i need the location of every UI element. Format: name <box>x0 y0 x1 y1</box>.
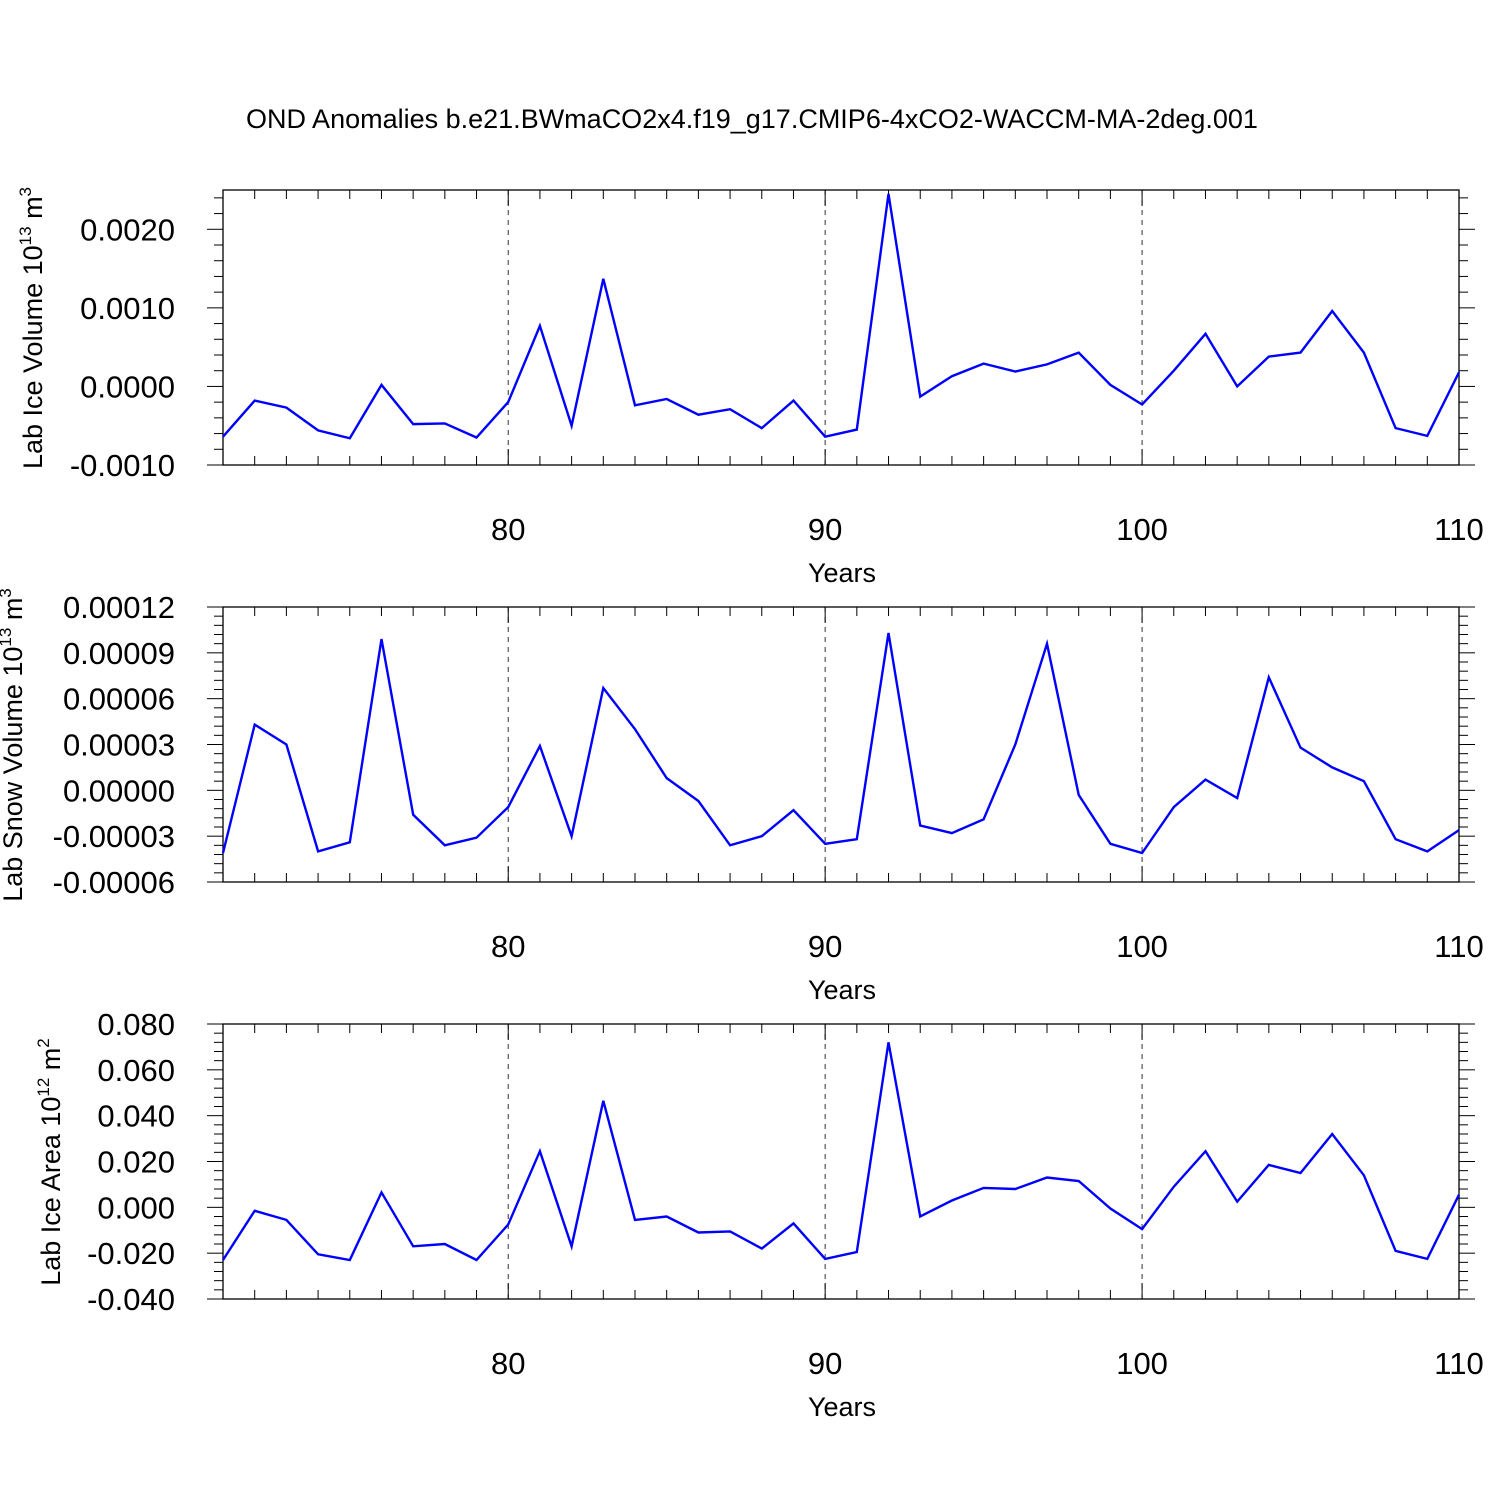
snow-volume-plot-frame <box>222 606 1460 883</box>
ice-area-plot-frame <box>222 1023 1460 1300</box>
ice-volume-y-tick-label: 0.0010 <box>80 291 175 326</box>
panel-ice-volume-x-axis-label: Years <box>808 558 876 588</box>
ice-area-y-tick-label: 0.020 <box>97 1145 175 1180</box>
ice-area-y-tick-label: -0.020 <box>87 1236 175 1271</box>
y-label-superscript-2: 3 <box>16 187 35 196</box>
ice-area-series-line <box>221 1042 1461 1262</box>
y-label-unit: m <box>0 598 28 628</box>
y-label-unit: m <box>18 196 48 226</box>
ice-area-y-tick-label: 0.060 <box>97 1053 175 1088</box>
panel-ice-area-x-axis-label: Years <box>808 1392 876 1422</box>
ice-area-x-tick-label: 90 <box>808 1346 842 1381</box>
snow-volume-y-tick-label: 0.00000 <box>63 773 175 808</box>
ice-volume-y-tick-label: 0.0000 <box>80 369 175 404</box>
ice-volume-x-tick-label: 90 <box>808 512 842 547</box>
ice-area-y-tick-label: 0.040 <box>97 1099 175 1134</box>
snow-volume-y-tick-label: 0.00006 <box>63 682 175 717</box>
snow-volume-y-tick-label: -0.00003 <box>53 819 175 854</box>
panel-ice-volume-y-axis-label: Lab Ice Volume 1013 m3 <box>16 187 48 469</box>
panel-ice-area: Lab Ice Area 1012 m2 Years -0.040 -0.020 0… <box>34 1007 1484 1422</box>
ice-volume-y-tick-label: -0.0010 <box>70 448 175 483</box>
y-label-text: Lab Snow Volume 10 <box>0 647 28 902</box>
snow-volume-y-tick-label: -0.00006 <box>53 865 175 900</box>
ice-volume-x-tick-label: 110 <box>1434 512 1483 547</box>
ice-volume-series-line <box>222 193 1461 440</box>
snow-volume-y-tick-label: 0.00012 <box>63 590 175 625</box>
snow-volume-y-tick-label: 0.00009 <box>63 636 175 671</box>
snow-volume-y-tick-label: 0.00003 <box>63 728 175 763</box>
snow-volume-x-tick-label: 100 <box>1116 929 1168 964</box>
y-label-superscript-1: 13 <box>16 226 35 245</box>
snow-volume-series-line <box>221 632 1460 855</box>
ice-area-y-tick-label: 0.080 <box>97 1007 175 1042</box>
ice-area-x-tick-label: 110 <box>1434 1346 1483 1381</box>
y-label-unit: m <box>36 1048 66 1078</box>
y-label-superscript-1: 12 <box>34 1078 53 1097</box>
y-label-text: Lab Ice Area 10 <box>36 1097 66 1286</box>
panel-snow-volume-x-axis-label: Years <box>808 975 876 1005</box>
y-label-superscript-2: 3 <box>0 588 15 597</box>
ice-volume-y-tick-label: 0.0020 <box>80 212 175 247</box>
ice-area-y-tick-label: 0.000 <box>97 1190 175 1225</box>
y-label-text: Lab Ice Volume 10 <box>18 245 48 469</box>
ice-area-x-tick-label: 100 <box>1116 1346 1168 1381</box>
figure-title: OND Anomalies b.e21.BWmaCO2x4.f19_g17.CM… <box>246 104 1258 134</box>
panel-snow-volume-y-axis-label: Lab Snow Volume 1013 m3 <box>0 588 28 902</box>
snow-volume-x-tick-label: 80 <box>491 929 525 964</box>
panel-snow-volume: Lab Snow Volume 1013 m3 Years -0.00006 -0… <box>0 588 1484 1005</box>
ice-area-y-tick-label: -0.040 <box>87 1282 175 1317</box>
y-label-superscript-2: 2 <box>34 1038 53 1047</box>
ice-volume-x-tick-label: 100 <box>1116 512 1168 547</box>
panel-ice-volume: Lab Ice Volume 1013 m3 Years -0.0010 0.00… <box>16 187 1484 588</box>
snow-volume-x-tick-label: 90 <box>808 929 842 964</box>
y-label-superscript-1: 13 <box>0 628 15 647</box>
ice-volume-plot-frame <box>222 189 1460 466</box>
snow-volume-x-tick-label: 110 <box>1434 929 1483 964</box>
panel-ice-area-y-axis-label: Lab Ice Area 1012 m2 <box>34 1038 66 1286</box>
ice-area-x-tick-label: 80 <box>491 1346 525 1381</box>
ice-volume-x-tick-label: 80 <box>491 512 525 547</box>
